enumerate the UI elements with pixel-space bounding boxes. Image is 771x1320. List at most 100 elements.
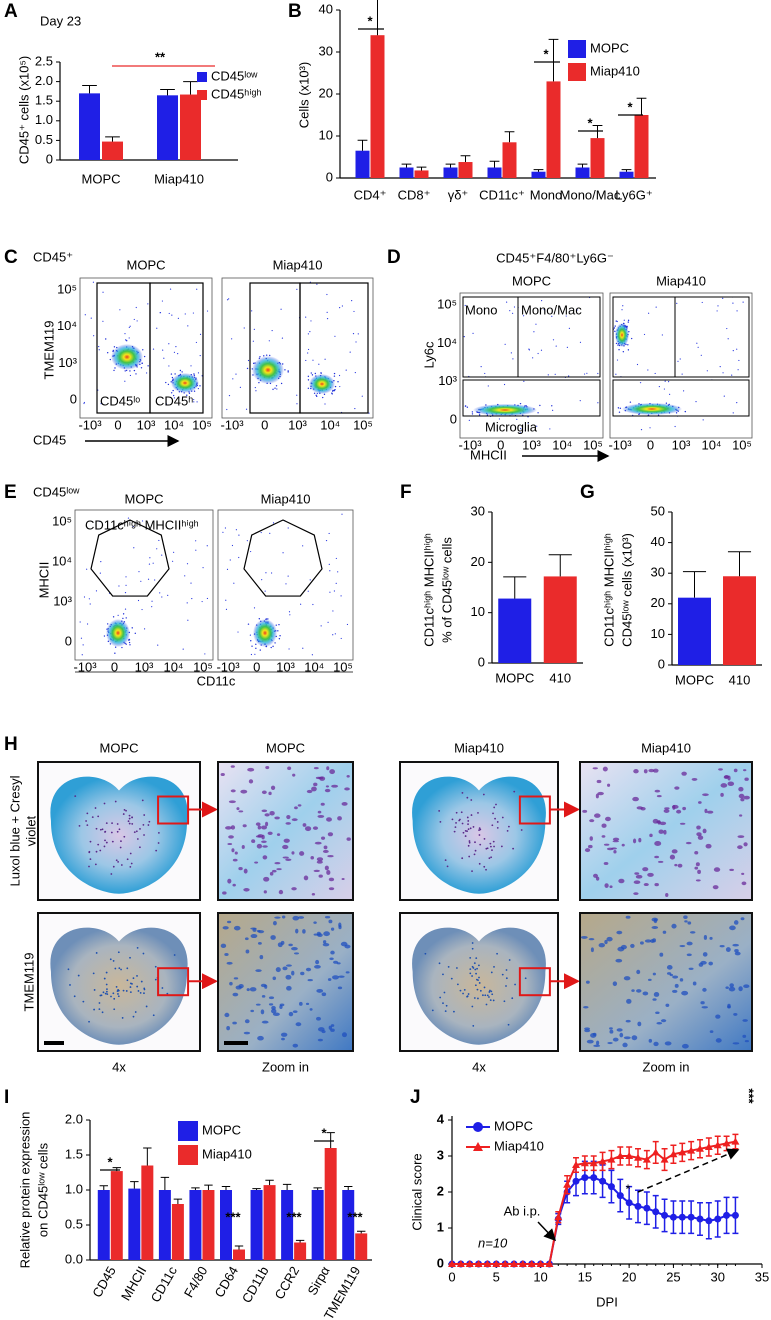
gate [90,519,170,597]
marker [634,1202,642,1210]
cell-dot [519,432,521,434]
flow-plot-frame [609,292,753,439]
cell-dot [586,372,588,374]
cell-stain [139,991,142,994]
cell-dot [275,624,277,626]
cell-stain [225,826,232,830]
error-bar [548,38,559,82]
gate [243,519,323,597]
y-tick-label: 20 [319,85,333,100]
cell-dot [648,312,650,314]
cell-dot [95,590,98,592]
cell-stain [632,838,637,844]
cell-stain [501,973,504,976]
cell-stain [313,921,317,924]
cell-stain [123,835,126,838]
cell-dot [143,628,146,630]
cell-dot [264,590,266,592]
x-tick-label: 30 [710,1269,724,1284]
error-bar [234,1245,244,1250]
cell-stain [139,846,141,849]
y-axis-label: CD45ˡᵒʷ cells (x10³) [619,533,634,647]
cell-density [111,344,143,370]
cell-stain [647,978,652,982]
cell-dot [622,351,625,353]
cell-stain [584,848,591,853]
cell-dot [250,640,252,642]
cell-stain [461,822,464,825]
cell-stain [593,873,598,878]
cell-stain [490,990,493,993]
cell-stain [462,831,465,834]
cell-dot [204,653,206,655]
cell-dot [327,621,329,623]
cell-dot [197,387,199,390]
cell-stain [489,842,492,845]
gate-label: Microglia [485,419,538,434]
significance: * [321,1125,327,1140]
cell-stain [121,1017,124,1019]
error-bar [204,1184,213,1190]
cell-stain [490,845,492,848]
cell-stain [474,841,476,844]
cell-stain [129,986,132,988]
cell-dot [84,314,86,316]
row-label: violet [23,815,38,846]
cell-stain [496,952,498,955]
y-tick-label: 0.0 [65,1251,83,1266]
cell-stain [292,1010,298,1013]
cell-stain [173,954,176,956]
cell-stain [636,989,642,993]
cell-dot [287,527,289,529]
cell-stain [125,809,127,812]
cell-dot [250,653,253,656]
cell-stain [505,985,507,987]
cell-stain [683,915,688,919]
cell-dot [524,429,526,431]
cell-stain [98,1008,101,1011]
cell-dot [140,580,142,582]
cell-stain [733,920,739,925]
y-tick-label: 10 [651,626,665,641]
cell-dot [334,385,337,388]
cell-stain [674,786,680,790]
cell-stain [89,858,92,861]
cell-stain [642,867,649,872]
cell-dot [676,302,678,304]
cell-stain [633,769,639,774]
cell-stain [506,829,509,832]
cell-stain [438,962,441,965]
cell-dot [296,394,298,396]
cell-stain [474,968,477,971]
cell-dot [114,646,117,648]
cell-stain [453,1010,455,1013]
legend-swatch [197,72,207,82]
cell-dot [140,367,143,369]
cell-dot [188,392,191,394]
flow-tick-label: 10⁴ [57,318,77,333]
cell-stain [615,958,623,963]
cell-stain [468,840,471,842]
cell-stain [584,1029,591,1033]
cell-stain [491,993,494,996]
cell-stain [157,831,160,834]
cell-stain [472,1024,475,1027]
cell-dot [260,531,262,534]
cell-stain [154,978,157,981]
gate-label: CD45ˡᵒ [100,393,140,408]
cell-stain [328,1025,332,1030]
cell-dot [195,549,197,551]
cell-stain [330,1028,335,1032]
cell-stain [493,806,496,809]
cell-stain [470,799,473,801]
chart-title: Day 23 [40,13,81,28]
cell-stain [686,941,693,946]
cell-stain [77,974,80,977]
cell-dot [329,591,331,593]
cell-stain [328,877,335,882]
cell-stain [612,840,620,843]
cell-dot [193,401,195,403]
cell-stain [224,952,229,956]
cell-stain [322,940,327,944]
marker [590,1174,598,1182]
